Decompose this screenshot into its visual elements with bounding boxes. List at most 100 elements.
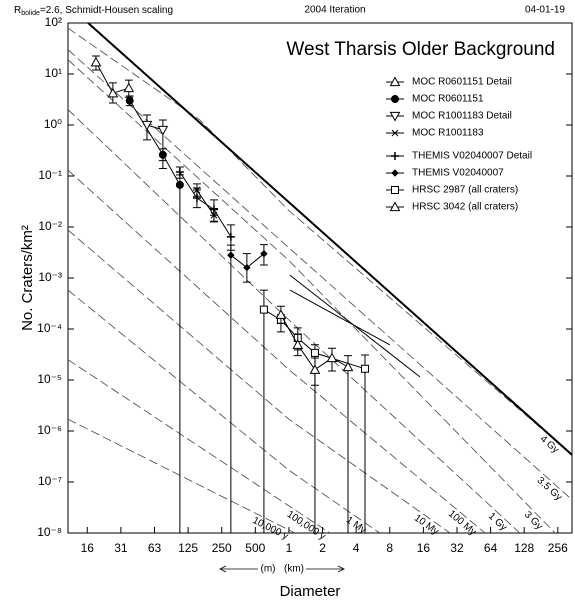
marker [360,364,369,373]
isochron [68,229,451,533]
legend-label: MOC R1001183 Detail [412,111,512,122]
isochron [68,169,486,533]
marker [192,194,201,203]
marker [209,205,218,214]
x-tick-label: 31 [114,541,128,555]
legend-marker [391,129,399,137]
y-tick-label: 10⁻⁵ [37,372,62,386]
x-tick-label: 250 [212,541,232,555]
x-tick-label: 4 [353,541,360,555]
unit-m: (m) [261,564,276,575]
marker [141,120,153,131]
legend-marker [389,76,401,87]
legend-marker [389,111,401,122]
isochron-label: 4 Gy [538,434,561,456]
marker [260,249,268,258]
error-bar [360,354,369,533]
isochron [68,59,556,533]
isochron [68,109,521,533]
isochron [68,289,380,533]
isochron-label: 1 Gy [486,511,509,533]
x-tick-label: 32 [450,541,464,555]
isochron [68,359,331,533]
x-tick-label: 256 [548,541,568,555]
legend-marker [391,186,399,194]
marker [157,125,169,136]
isochron [68,27,572,456]
unit-km: (km) [284,564,304,575]
marker [125,96,134,105]
legend-label: THEMIS V02040007 [412,168,504,179]
y-tick-label: 10⁻⁴ [37,321,62,335]
legend-marker [389,201,401,212]
marker [175,180,184,189]
marker [175,167,184,176]
y-tick-label: 10⁻⁶ [37,423,62,437]
x-tick-label: 2 [319,541,326,555]
y-tick-label: 10¹ [45,66,62,80]
series-line [196,189,215,216]
y-tick-label: 10⁻¹ [38,168,62,182]
marker [309,364,321,374]
marker [342,361,354,372]
x-tick-label: 8 [386,541,393,555]
header-text: =2.6, Schmidt-Housen scaling [40,5,173,16]
header-subscript: bolide [21,10,40,17]
series-line [129,100,181,186]
header-left: Rbolide=2.6, Schmidt-Housen scaling [14,5,173,17]
x-tick-label: 500 [245,541,265,555]
marker [310,348,319,357]
marker [243,263,251,272]
header-symbol: R [14,5,21,16]
x-tick-label: 1 [286,541,293,555]
error-bar [343,355,352,533]
x-tick-label: 16 [81,541,95,555]
marker [326,352,338,363]
series-line [179,171,232,238]
error-bar [259,289,268,533]
legend-marker [391,95,399,103]
reference-line [87,23,572,456]
marker [107,87,119,98]
isochron [68,418,296,533]
marker [259,305,268,314]
legend-marker [391,152,399,160]
x-tick-label: 128 [514,541,534,555]
legend-label: HRSC 3042 (all craters) [412,202,518,213]
legend-label: MOC R0601151 Detail [412,77,512,88]
y-tick-label: 10⁰ [44,117,62,131]
y-tick-label: 10⁻³ [38,270,62,284]
header-center: 2004 Iteration [304,5,365,16]
legend-label: MOC R0601151 [412,94,484,105]
error-bar [175,174,184,533]
unit-arrows [219,565,345,573]
y-axis-label: No. Craters/km² [19,225,36,331]
marker [275,309,287,319]
marker [226,232,235,241]
plot-area [68,23,572,533]
legend-label: MOC R1001183 [412,128,484,139]
y-tick-label: 10⁻⁷ [38,474,62,488]
legend-label: THEMIS V02040007 Detail [412,151,532,162]
marker [227,251,235,259]
x-tick-label: 64 [484,541,498,555]
plot-frame [67,22,573,534]
x-tick-label: 16 [417,541,431,555]
isochron-label: 3 Gy [522,509,545,532]
legend-label: HRSC 2987 (all craters) [412,185,518,196]
x-tick-label: 63 [148,541,162,555]
y-tick-label: 10² [45,15,62,29]
isochron-label: 100,000 y [285,509,328,542]
y-tick-label: 10⁻⁸ [37,525,62,539]
chart-title: West Tharsis Older Background [286,39,555,60]
x-axis-label: Diameter [280,583,341,600]
legend-marker [391,169,399,177]
header-right: 04-01-19 [525,5,565,16]
error-bar [226,244,235,533]
x-tick-label: 125 [178,541,198,555]
marker [292,339,304,349]
marker [90,56,102,67]
y-tick-label: 10⁻² [38,219,62,233]
